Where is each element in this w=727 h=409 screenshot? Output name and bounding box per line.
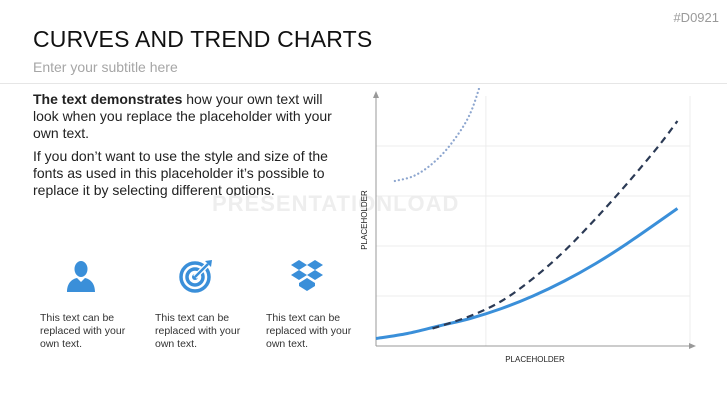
- series-line-solid: [375, 207, 679, 340]
- page-subtitle: Enter your subtitle here: [33, 59, 178, 75]
- y-axis-arrow: [373, 91, 379, 98]
- body-paragraph-1: The text demonstrates how your own text …: [33, 91, 333, 142]
- icon-caption-3: This text can be replaced with your own …: [266, 312, 352, 350]
- target-icon: [145, 258, 247, 294]
- body-text: The text demonstrates how your own text …: [33, 91, 333, 205]
- icon-caption-2: This text can be replaced with your own …: [155, 312, 241, 350]
- trend-chart: PLACEHOLDER PLACEHOLDER: [360, 88, 696, 364]
- slide-code: #D0921: [673, 10, 719, 25]
- x-axis-label: PLACEHOLDER: [505, 355, 565, 364]
- icon-caption-1: This text can be replaced with your own …: [40, 312, 126, 350]
- watermark: PRESENTATIONLOAD: [212, 191, 460, 216]
- chart-grid: [376, 96, 691, 346]
- series-line-dashed: [432, 120, 679, 330]
- body-paragraph-2: If you don’t want to use the style and s…: [33, 148, 328, 198]
- page-title: CURVES AND TREND CHARTS: [33, 26, 373, 52]
- person-icon: [30, 258, 132, 294]
- body-paragraph-1-rest: how your own text will look when you rep…: [33, 91, 332, 141]
- dropbox-icon: [256, 258, 358, 294]
- body-bold-lead: The text demonstrates: [33, 91, 183, 107]
- icon-column-2: This text can be replaced with your own …: [155, 258, 247, 351]
- header-divider: [0, 83, 727, 84]
- series-line-dotted: [393, 88, 481, 183]
- chart-series: [375, 88, 679, 340]
- icon-column-1: This text can be replaced with your own …: [40, 258, 132, 351]
- y-axis-label: PLACEHOLDER: [360, 190, 369, 250]
- x-axis-arrow: [689, 343, 696, 349]
- icon-column-3: This text can be replaced with your own …: [266, 258, 358, 351]
